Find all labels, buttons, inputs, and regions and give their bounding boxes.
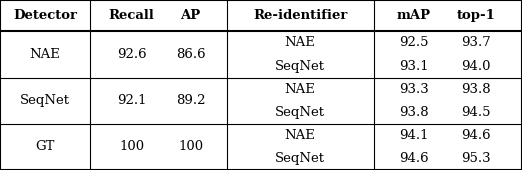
Text: 94.6: 94.6 [399,152,429,165]
Text: SeqNet: SeqNet [275,152,325,165]
Text: 94.0: 94.0 [461,60,491,73]
Text: 93.8: 93.8 [399,106,429,119]
Text: 89.2: 89.2 [176,94,205,107]
Text: NAE: NAE [29,48,61,61]
Text: 100: 100 [119,140,144,153]
Text: 93.1: 93.1 [399,60,429,73]
Text: 93.3: 93.3 [399,83,429,96]
Text: Detector: Detector [13,9,77,22]
Text: NAE: NAE [284,37,316,49]
Text: 94.1: 94.1 [399,129,429,142]
Text: 92.6: 92.6 [117,48,146,61]
Text: 100: 100 [178,140,203,153]
Text: GT: GT [35,140,55,153]
Text: NAE: NAE [284,83,316,96]
Text: Recall: Recall [109,9,155,22]
Text: SeqNet: SeqNet [275,106,325,119]
Text: 92.5: 92.5 [399,37,429,49]
Text: 93.8: 93.8 [461,83,491,96]
Text: NAE: NAE [284,129,316,142]
Text: 94.6: 94.6 [461,129,491,142]
Text: Re-identifier: Re-identifier [253,9,347,22]
Text: AP: AP [181,9,200,22]
Text: 94.5: 94.5 [461,106,491,119]
Text: SeqNet: SeqNet [275,60,325,73]
Text: 95.3: 95.3 [461,152,491,165]
Text: SeqNet: SeqNet [20,94,70,107]
Text: top-1: top-1 [457,9,495,22]
Text: mAP: mAP [397,9,431,22]
Text: 93.7: 93.7 [461,37,491,49]
Text: 92.1: 92.1 [117,94,146,107]
Text: 86.6: 86.6 [176,48,205,61]
